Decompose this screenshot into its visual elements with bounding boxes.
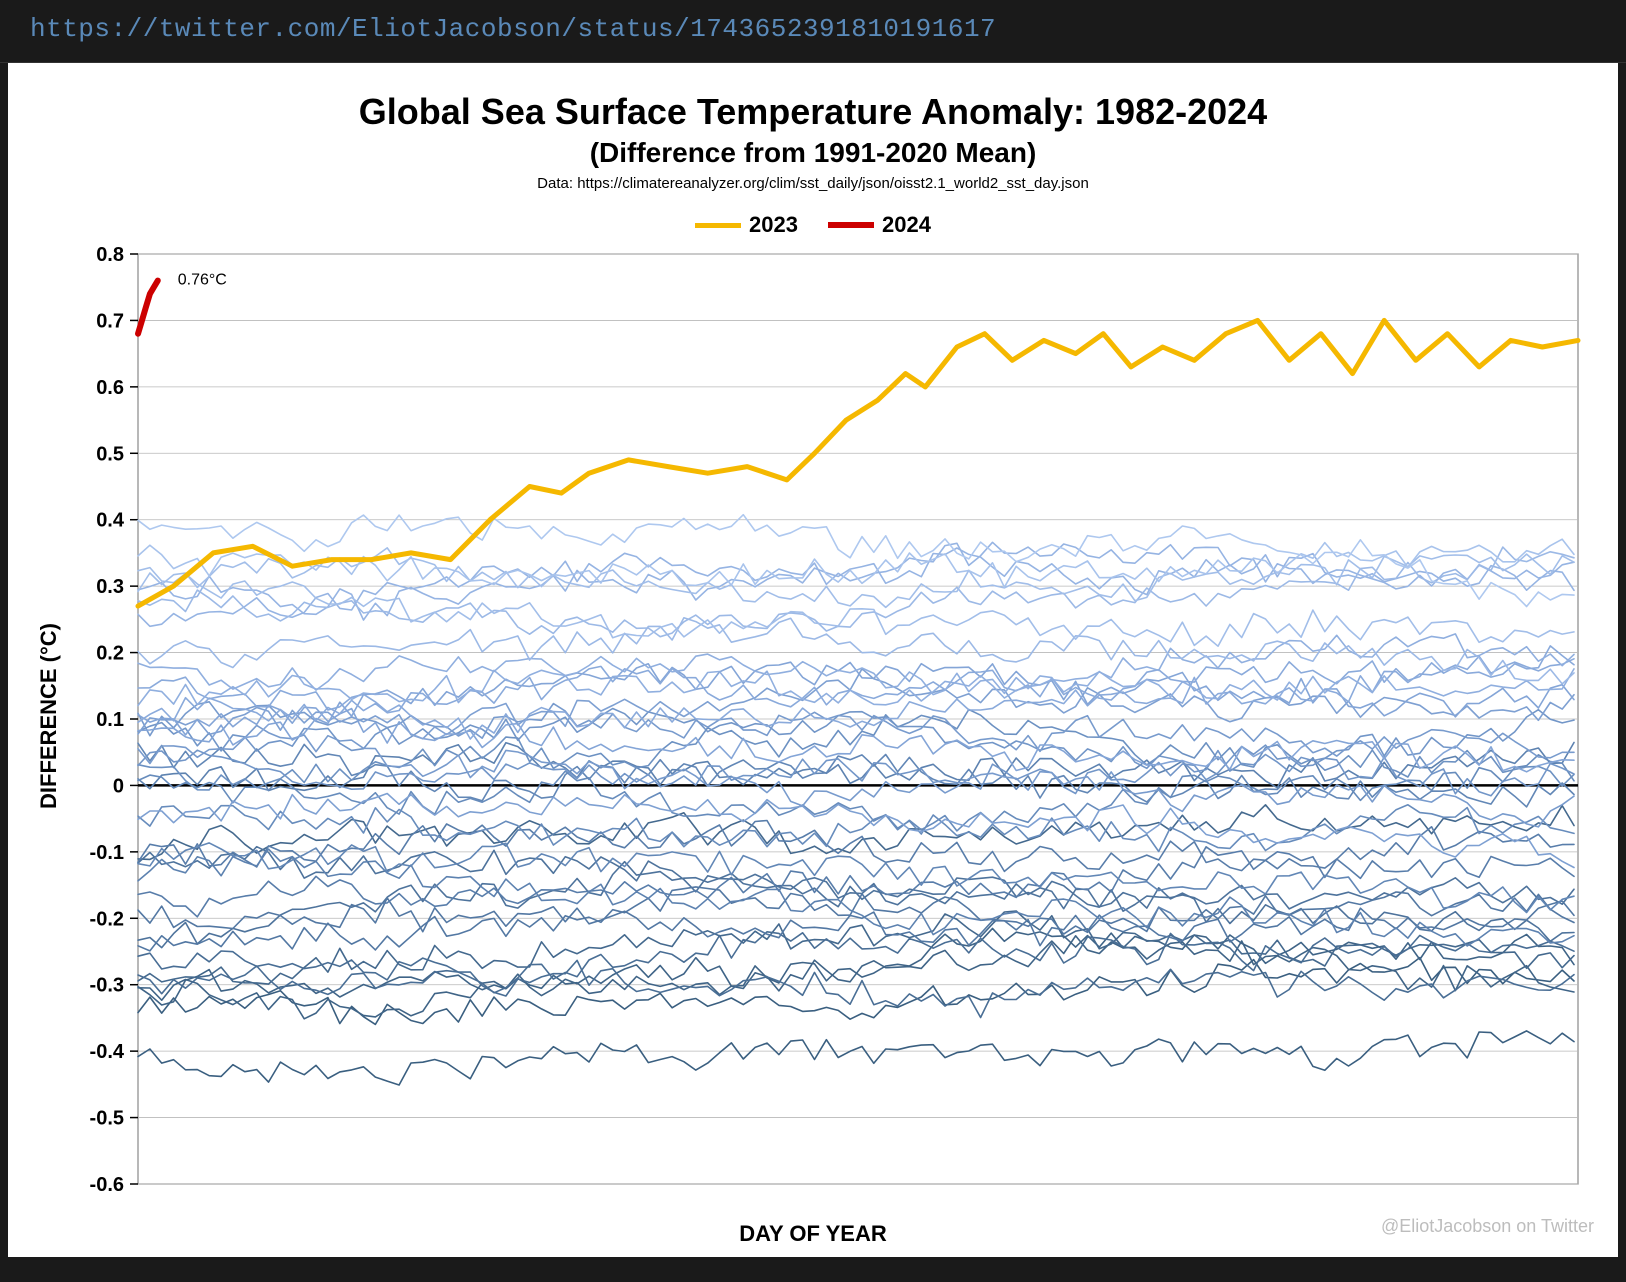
y-tick-label: -0.2 <box>90 908 124 930</box>
legend-item-2024: 2024 <box>828 212 931 238</box>
y-tick-label: 0.7 <box>96 310 124 332</box>
legend-label-2024: 2024 <box>882 212 931 238</box>
chart-data-source: Data: https://climatereanalyzer.org/clim… <box>18 175 1608 192</box>
y-tick-label: 0.3 <box>96 576 124 598</box>
annotation-endpoint-label: 0.76°C <box>178 272 227 289</box>
plot-area: -0.6 -0.5 -0.4 -0.3 -0.2 -0.1 0 0.1 0.2 0.3 0.4 0.5… <box>18 244 1598 1204</box>
y-tick-label: 0.1 <box>96 709 124 731</box>
source-url-link[interactable]: https://twitter.com/EliotJacobson/status… <box>30 14 996 44</box>
y-tick-label: 0 <box>113 775 124 797</box>
chart-card: Global Sea Surface Temperature Anomaly: … <box>8 63 1618 1257</box>
y-tick-label: 0.5 <box>96 443 124 465</box>
chart-subtitle: (Difference from 1991-2020 Mean) <box>18 137 1608 169</box>
watermark: @EliotJacobson on Twitter <box>1381 1216 1594 1237</box>
legend-label-2023: 2023 <box>749 212 798 238</box>
y-tick-label: -0.4 <box>90 1041 125 1063</box>
y-tick-label: 0.8 <box>96 244 124 266</box>
y-tick-label: -0.5 <box>90 1108 124 1130</box>
y-tick-label: 0.2 <box>96 643 124 665</box>
y-tick-label: -0.3 <box>90 975 124 997</box>
y-tick-label: -0.1 <box>90 842 124 864</box>
x-axis-title: DAY OF YEAR <box>18 1221 1608 1247</box>
y-tick-label: -0.6 <box>90 1174 124 1196</box>
legend-swatch-2024 <box>828 222 874 228</box>
legend-swatch-2023 <box>695 223 741 228</box>
plot-wrapper: DIFFERENCE (°C) -0.6 -0.5 -0.4 -0.3 -0.2 -0.1… <box>18 244 1608 1209</box>
legend-item-2023: 2023 <box>695 212 798 238</box>
y-axis-title: DIFFERENCE (°C) <box>36 623 62 809</box>
chart-legend: 2023 2024 <box>18 212 1608 238</box>
url-bar: https://twitter.com/EliotJacobson/status… <box>0 0 1626 63</box>
y-tick-label: 0.4 <box>96 510 125 532</box>
y-tick-label: 0.6 <box>96 377 124 399</box>
chart-title: Global Sea Surface Temperature Anomaly: … <box>18 91 1608 133</box>
